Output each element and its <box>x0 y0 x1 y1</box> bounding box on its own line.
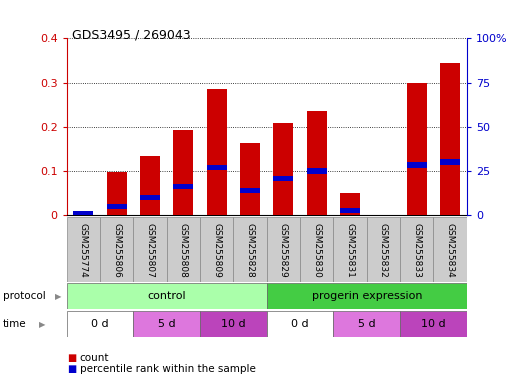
Bar <box>67 283 267 309</box>
Text: GSM255829: GSM255829 <box>279 223 288 278</box>
Bar <box>333 311 400 337</box>
Bar <box>440 159 460 165</box>
Bar <box>67 217 100 282</box>
Bar <box>100 217 133 282</box>
Bar <box>407 162 427 168</box>
Text: 5 d: 5 d <box>358 319 376 329</box>
Bar <box>433 217 467 282</box>
Bar <box>407 83 427 215</box>
Bar <box>240 143 260 215</box>
Text: ■: ■ <box>67 353 76 363</box>
Text: GSM255774: GSM255774 <box>79 223 88 278</box>
Text: GSM255807: GSM255807 <box>146 223 154 278</box>
Bar <box>340 208 360 213</box>
Bar <box>107 172 127 215</box>
Bar <box>273 176 293 181</box>
Text: GSM255830: GSM255830 <box>312 223 321 278</box>
Bar <box>273 123 293 215</box>
Bar <box>200 311 267 337</box>
Text: GSM255833: GSM255833 <box>412 223 421 278</box>
Text: ■: ■ <box>67 364 76 374</box>
Text: GSM255806: GSM255806 <box>112 223 121 278</box>
Text: GSM255808: GSM255808 <box>179 223 188 278</box>
Bar <box>233 217 267 282</box>
Text: GSM255834: GSM255834 <box>446 223 455 278</box>
Bar <box>400 311 467 337</box>
Text: GSM255831: GSM255831 <box>346 223 354 278</box>
Text: ▶: ▶ <box>39 319 46 329</box>
Bar <box>267 311 333 337</box>
Bar <box>307 111 327 215</box>
Bar <box>73 210 93 216</box>
Bar <box>207 165 227 170</box>
Text: 10 d: 10 d <box>221 319 246 329</box>
Bar <box>140 195 160 200</box>
Bar <box>173 184 193 189</box>
Text: 10 d: 10 d <box>421 319 446 329</box>
Text: percentile rank within the sample: percentile rank within the sample <box>80 364 255 374</box>
Bar <box>400 217 433 282</box>
Bar <box>300 217 333 282</box>
Bar <box>73 210 93 215</box>
Text: 5 d: 5 d <box>158 319 175 329</box>
Bar <box>207 89 227 215</box>
Bar <box>240 188 260 194</box>
Bar <box>267 217 300 282</box>
Bar <box>133 217 167 282</box>
Text: progerin expression: progerin expression <box>311 291 422 301</box>
Text: GSM255832: GSM255832 <box>379 223 388 278</box>
Bar <box>200 217 233 282</box>
Text: time: time <box>3 319 26 329</box>
Bar <box>167 217 200 282</box>
Bar <box>340 193 360 215</box>
Bar <box>107 204 127 209</box>
Text: 0 d: 0 d <box>91 319 109 329</box>
Text: 0 d: 0 d <box>291 319 309 329</box>
Text: GSM255828: GSM255828 <box>246 223 254 278</box>
Bar <box>173 130 193 215</box>
Bar <box>367 217 400 282</box>
Text: count: count <box>80 353 109 363</box>
Text: ▶: ▶ <box>55 292 62 301</box>
Bar <box>307 168 327 174</box>
Text: protocol: protocol <box>3 291 45 301</box>
Bar <box>133 311 200 337</box>
Bar <box>140 156 160 215</box>
Text: GSM255809: GSM255809 <box>212 223 221 278</box>
Text: GDS3495 / 269043: GDS3495 / 269043 <box>72 29 190 42</box>
Bar <box>267 283 467 309</box>
Bar <box>333 217 367 282</box>
Text: control: control <box>147 291 186 301</box>
Bar <box>67 311 133 337</box>
Bar <box>440 63 460 215</box>
